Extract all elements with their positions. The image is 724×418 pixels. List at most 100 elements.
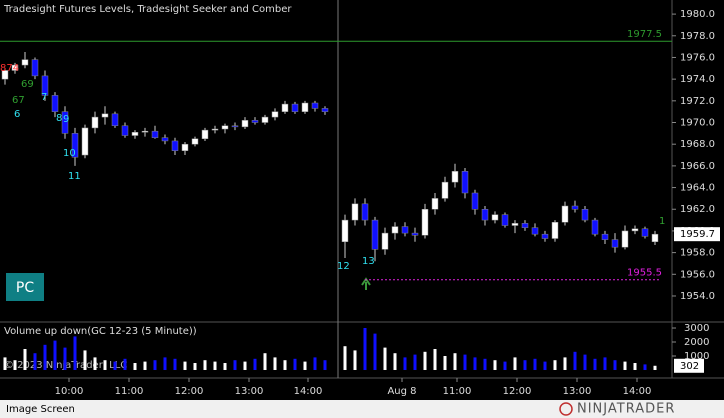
pc-button-label[interactable]: PC (16, 280, 34, 296)
volume-bar (403, 357, 407, 370)
volume-bar (163, 357, 167, 370)
candle-body (551, 222, 559, 239)
candle-body (601, 233, 609, 240)
candle-body (431, 198, 439, 210)
volume-bar (493, 360, 497, 370)
candle-body (341, 219, 349, 243)
last-volume-box (674, 358, 704, 373)
candle-body (441, 181, 449, 199)
volume-bar (243, 361, 247, 370)
y-tick-label: 1956.0 (680, 269, 715, 280)
candle-body (301, 102, 309, 112)
annotation: 12 (337, 261, 350, 272)
candle-body (481, 208, 489, 221)
volume-bar (123, 358, 127, 370)
candle-body (471, 192, 479, 210)
y-tick-label: 1962.0 (680, 204, 715, 215)
candle-body (221, 125, 229, 130)
candle-body (451, 171, 459, 183)
volume-bar (83, 350, 87, 370)
volume-bar (293, 358, 297, 370)
volume-bar (423, 351, 427, 370)
volume-bar (303, 361, 307, 370)
volume-bar (593, 358, 597, 370)
x-tick-label: 11:00 (115, 386, 144, 397)
candle-body (101, 113, 109, 118)
volume-bar (193, 363, 197, 370)
candle-body (581, 208, 589, 221)
annotation: 874 (0, 63, 19, 74)
y-tick-label: 1966.0 (680, 161, 715, 172)
y-tick-label: 1974.0 (680, 74, 715, 85)
candle-body (531, 227, 539, 235)
candle-body (571, 205, 579, 210)
x-tick-label: 12:00 (503, 386, 532, 397)
candle-body (131, 132, 139, 136)
volume-bar (113, 361, 117, 370)
volume-bar (53, 340, 57, 370)
volume-bar (543, 361, 547, 370)
volume-bar (463, 354, 467, 370)
volume-title: Volume up down(GC 12-23 (5 Minute)) (4, 326, 197, 337)
volume-bar (643, 364, 647, 370)
volume-bar (63, 347, 67, 370)
candle-body (201, 129, 209, 140)
x-tick-label: 13:00 (235, 386, 264, 397)
candle-body (521, 223, 529, 228)
volume-bar (393, 353, 397, 370)
volume-bar (373, 333, 377, 370)
candle-body (611, 239, 619, 248)
x-tick-label: 11:00 (443, 386, 472, 397)
candle-body (391, 226, 399, 234)
annotation: 67 (12, 95, 25, 106)
y-tick-label: 1964.0 (680, 183, 715, 194)
volume-bar (613, 360, 617, 370)
annotation: 6 (14, 109, 20, 120)
y-tick-label: 1978.0 (680, 31, 715, 42)
candle-body (421, 208, 429, 236)
candle-body (11, 64, 19, 71)
volume-bar (653, 365, 657, 370)
candle-body (91, 116, 99, 129)
volume-bar (583, 354, 587, 370)
candle-body (541, 233, 549, 239)
annotation: 7 (41, 92, 47, 103)
candle-body (41, 75, 49, 96)
volume-bar (133, 363, 137, 370)
volume-bar (3, 357, 7, 370)
volume-bar (353, 350, 357, 370)
volume-bar (603, 357, 607, 370)
candle-body (591, 219, 599, 235)
status-bar (0, 400, 724, 418)
volume-tick-label: 2000 (684, 337, 709, 348)
candle-body (161, 137, 169, 142)
candle-body (501, 214, 509, 226)
candle-body (121, 125, 129, 136)
volume-bar (13, 360, 17, 370)
volume-bar (273, 357, 277, 370)
y-tick-label: 1972.0 (680, 96, 715, 107)
volume-bar (413, 354, 417, 370)
volume-bar (363, 328, 367, 370)
candle-body (111, 113, 119, 127)
pc-button[interactable] (6, 273, 44, 301)
annotation: 9 (63, 114, 69, 125)
volume-bar (483, 358, 487, 370)
logo-icon (559, 402, 573, 416)
candle-body (361, 203, 369, 221)
volume-bar (153, 360, 157, 370)
volume-bar (223, 363, 227, 370)
candle-body (651, 233, 659, 243)
candle-body (631, 228, 639, 232)
y-tick-label: 1970.0 (680, 118, 715, 129)
x-tick-label: Aug 8 (387, 386, 416, 397)
volume-bar (473, 357, 477, 370)
volume-bar (573, 351, 577, 370)
volume-bar (343, 346, 347, 370)
candle-body (561, 205, 569, 223)
candle-body (371, 219, 379, 250)
candle-body (321, 108, 329, 112)
volume-bar (313, 357, 317, 370)
